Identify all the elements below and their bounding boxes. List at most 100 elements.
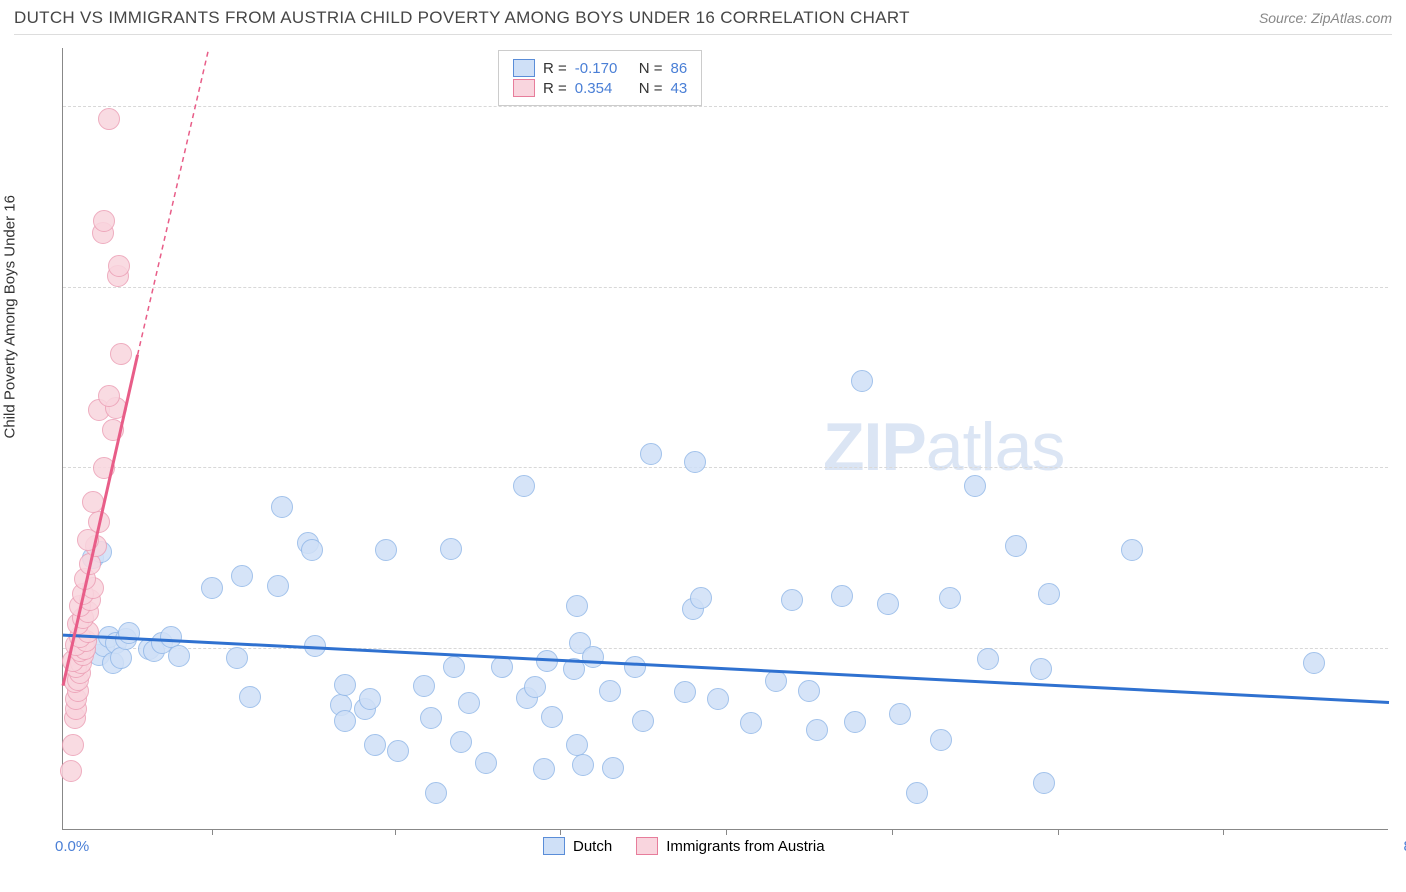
data-point bbox=[93, 210, 115, 232]
legend-n-label: N = bbox=[639, 60, 663, 77]
legend-swatch bbox=[543, 837, 565, 855]
data-point bbox=[624, 656, 646, 678]
legend-row: R = 0.354 N = 43 bbox=[513, 79, 687, 97]
legend-row: R = -0.170 N = 86 bbox=[513, 59, 687, 77]
data-point bbox=[62, 734, 84, 756]
data-point bbox=[602, 757, 624, 779]
data-point bbox=[939, 587, 961, 609]
data-point bbox=[930, 729, 952, 751]
data-point bbox=[765, 670, 787, 692]
data-point bbox=[806, 719, 828, 741]
data-point bbox=[513, 475, 535, 497]
data-point bbox=[1005, 535, 1027, 557]
data-point bbox=[387, 740, 409, 762]
data-point bbox=[334, 710, 356, 732]
data-point bbox=[707, 688, 729, 710]
data-point bbox=[1033, 772, 1055, 794]
data-point bbox=[450, 731, 472, 753]
watermark-bold: ZIP bbox=[823, 409, 926, 485]
x-tick bbox=[212, 829, 213, 835]
data-point bbox=[110, 343, 132, 365]
data-point bbox=[674, 681, 696, 703]
data-point bbox=[60, 760, 82, 782]
data-point bbox=[977, 648, 999, 670]
data-point bbox=[231, 565, 253, 587]
watermark: ZIPatlas bbox=[823, 408, 1064, 486]
data-point bbox=[781, 589, 803, 611]
legend-label: Immigrants from Austria bbox=[666, 838, 824, 855]
y-axis-label: Child Poverty Among Boys Under 16 bbox=[2, 195, 19, 438]
data-point bbox=[684, 451, 706, 473]
data-point bbox=[533, 758, 555, 780]
legend-label: Dutch bbox=[573, 838, 612, 855]
data-point bbox=[1303, 652, 1325, 674]
data-point bbox=[443, 656, 465, 678]
x-tick bbox=[726, 829, 727, 835]
data-point bbox=[364, 734, 386, 756]
data-point bbox=[740, 712, 762, 734]
data-point bbox=[108, 255, 130, 277]
data-point bbox=[334, 674, 356, 696]
data-point bbox=[844, 711, 866, 733]
data-point bbox=[98, 108, 120, 130]
data-point bbox=[582, 646, 604, 668]
data-point bbox=[267, 575, 289, 597]
data-point bbox=[690, 587, 712, 609]
legend-r-label: R = bbox=[543, 80, 567, 97]
legend-swatch bbox=[513, 59, 535, 77]
data-point bbox=[640, 443, 662, 465]
series-legend: Dutch Immigrants from Austria bbox=[543, 837, 825, 855]
y-tick-label: 60.0% bbox=[1398, 99, 1406, 116]
page-title: DUTCH VS IMMIGRANTS FROM AUSTRIA CHILD P… bbox=[14, 8, 910, 28]
gridline bbox=[63, 287, 1388, 288]
data-point bbox=[877, 593, 899, 615]
legend-item: Immigrants from Austria bbox=[636, 837, 824, 855]
data-point bbox=[420, 707, 442, 729]
data-point bbox=[566, 734, 588, 756]
data-point bbox=[572, 754, 594, 776]
data-point bbox=[82, 491, 104, 513]
x-tick bbox=[1058, 829, 1059, 835]
x-tick bbox=[560, 829, 561, 835]
data-point bbox=[271, 496, 293, 518]
data-point bbox=[201, 577, 223, 599]
gridline bbox=[63, 648, 1388, 649]
gridline bbox=[63, 106, 1388, 107]
data-point bbox=[88, 511, 110, 533]
scatter-chart: ZIPatlas R = -0.170 N = 86 R = 0.354 N =… bbox=[62, 48, 1388, 830]
data-point bbox=[239, 686, 261, 708]
legend-r-value: 0.354 bbox=[575, 80, 631, 97]
y-tick-label: 30.0% bbox=[1398, 460, 1406, 477]
data-point bbox=[831, 585, 853, 607]
legend-swatch bbox=[636, 837, 658, 855]
data-point bbox=[118, 622, 140, 644]
legend-r-value: -0.170 bbox=[575, 60, 631, 77]
data-point bbox=[425, 782, 447, 804]
x-tick-label-min: 0.0% bbox=[55, 838, 89, 855]
data-point bbox=[798, 680, 820, 702]
data-point bbox=[541, 706, 563, 728]
legend-n-label: N = bbox=[639, 80, 663, 97]
data-point bbox=[1030, 658, 1052, 680]
data-point bbox=[375, 539, 397, 561]
trend-lines bbox=[63, 48, 1389, 830]
data-point bbox=[301, 539, 323, 561]
legend-swatch bbox=[513, 79, 535, 97]
data-point bbox=[536, 650, 558, 672]
data-point bbox=[632, 710, 654, 732]
data-point bbox=[906, 782, 928, 804]
data-point bbox=[359, 688, 381, 710]
correlation-legend: R = -0.170 N = 86 R = 0.354 N = 43 bbox=[498, 50, 702, 106]
legend-n-value: 43 bbox=[671, 80, 688, 97]
data-point bbox=[599, 680, 621, 702]
data-point bbox=[458, 692, 480, 714]
gridline bbox=[63, 467, 1388, 468]
title-divider bbox=[14, 34, 1392, 35]
data-point bbox=[889, 703, 911, 725]
data-point bbox=[1121, 539, 1143, 561]
data-point bbox=[226, 647, 248, 669]
data-point bbox=[93, 457, 115, 479]
legend-n-value: 86 bbox=[671, 60, 688, 77]
data-point bbox=[524, 676, 546, 698]
legend-item: Dutch bbox=[543, 837, 612, 855]
